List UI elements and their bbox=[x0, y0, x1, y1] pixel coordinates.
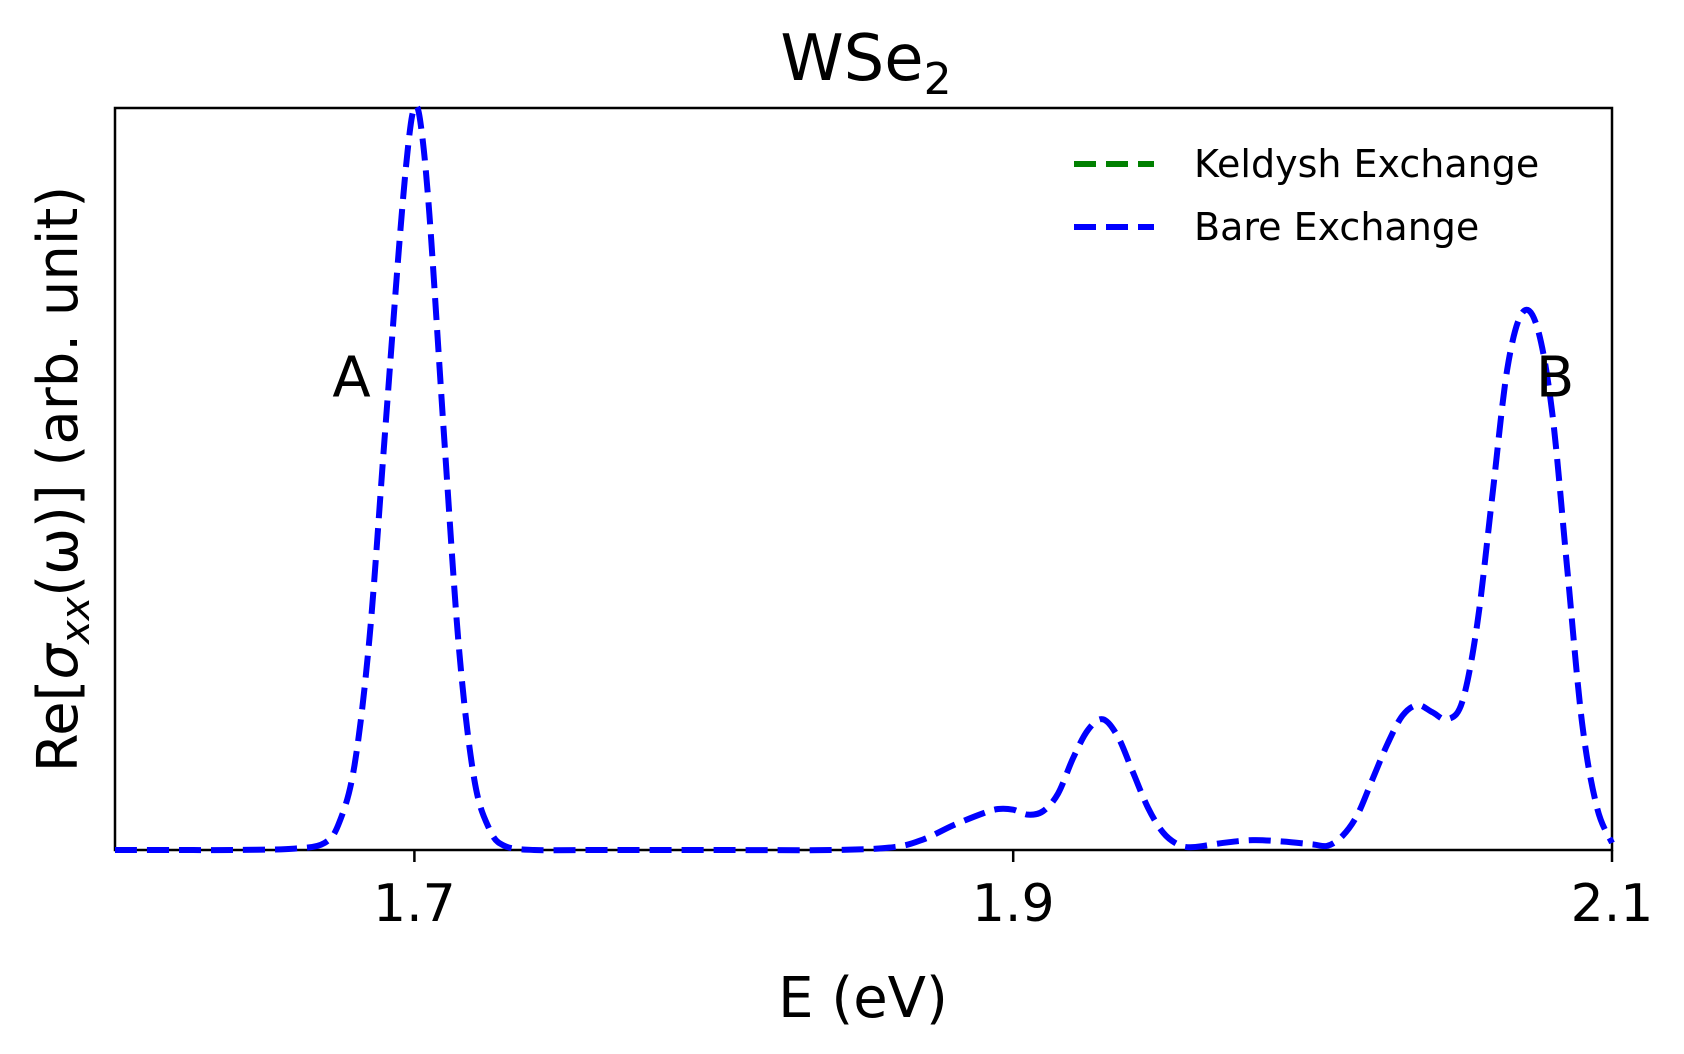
x-axis-label: E (eV) bbox=[778, 966, 948, 1031]
legend: Keldysh Exchange Bare Exchange bbox=[1074, 142, 1539, 249]
peak-annotation-a: A bbox=[332, 346, 370, 411]
x-tick-layer: 1.7 1.9 2.1 bbox=[373, 850, 1653, 934]
x-tick-label: 2.1 bbox=[1571, 874, 1654, 934]
x-tick-label: 1.9 bbox=[972, 874, 1055, 934]
legend-label-keldysh-exchange: Keldysh Exchange bbox=[1194, 142, 1539, 186]
x-tick-label: 1.7 bbox=[373, 874, 456, 934]
legend-label-bare-exchange: Bare Exchange bbox=[1194, 205, 1479, 249]
peak-annotation-b: B bbox=[1536, 346, 1574, 411]
series-line-bare-exchange bbox=[114, 103, 1615, 854]
y-axis-label: Re[σxx(ω)] (arb. unit) bbox=[26, 186, 99, 772]
series-layer bbox=[114, 103, 1615, 854]
chart-title: WSe2 bbox=[780, 22, 951, 105]
